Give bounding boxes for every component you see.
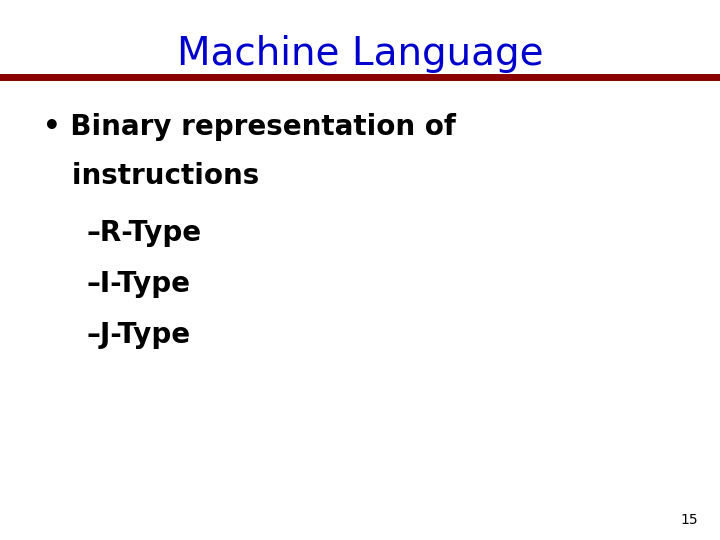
- Text: –I-Type: –I-Type: [86, 270, 190, 298]
- Text: Machine Language: Machine Language: [176, 35, 544, 73]
- Text: • Binary representation of: • Binary representation of: [43, 113, 456, 141]
- Text: –R-Type: –R-Type: [86, 219, 202, 247]
- Text: instructions: instructions: [43, 162, 259, 190]
- Text: 15: 15: [681, 512, 698, 526]
- Text: –J-Type: –J-Type: [86, 321, 191, 349]
